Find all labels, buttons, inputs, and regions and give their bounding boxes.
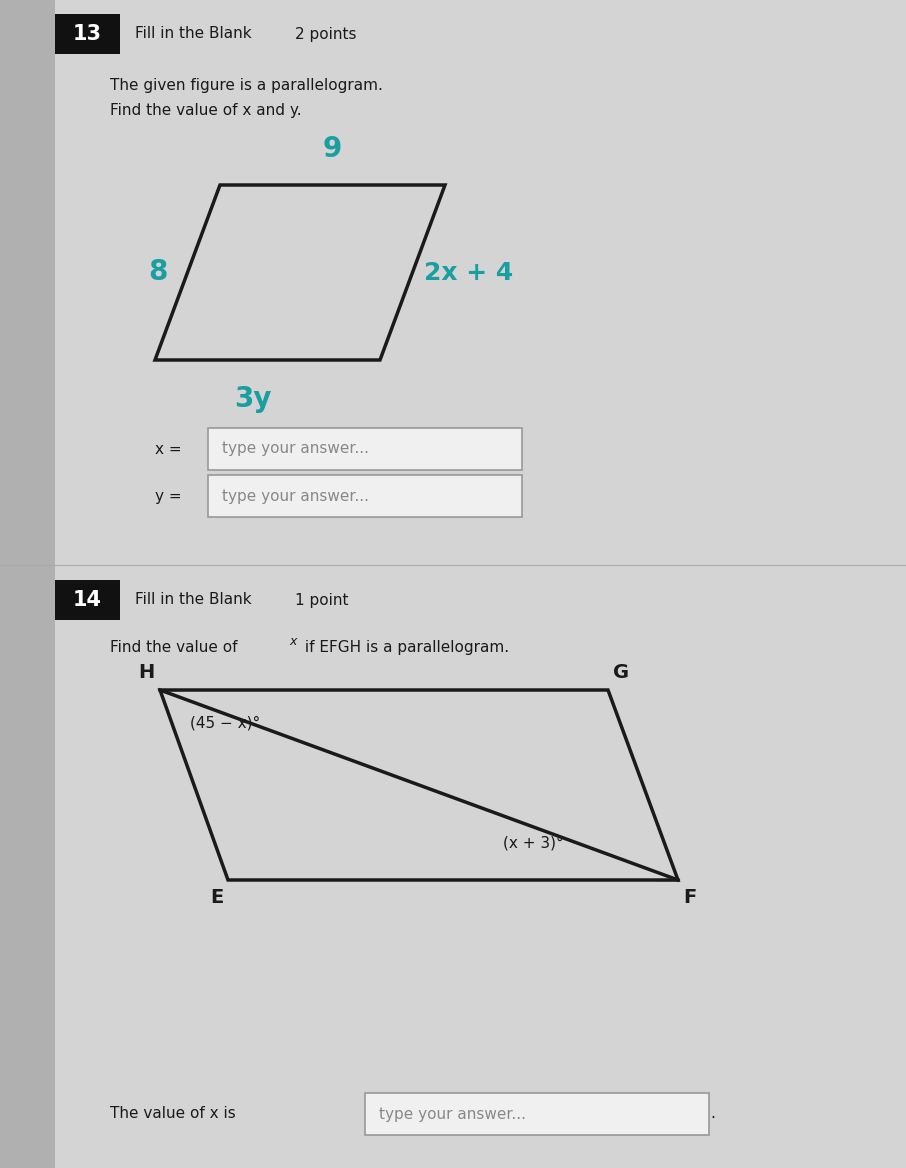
FancyBboxPatch shape xyxy=(208,475,522,517)
Text: (45 − x)°: (45 − x)° xyxy=(190,715,260,730)
Text: x =: x = xyxy=(155,442,181,457)
Text: y =: y = xyxy=(155,488,181,503)
Text: 8: 8 xyxy=(148,258,168,286)
Text: type your answer...: type your answer... xyxy=(379,1106,526,1121)
FancyBboxPatch shape xyxy=(0,0,55,1168)
Text: if EFGH is a parallelogram.: if EFGH is a parallelogram. xyxy=(300,640,509,655)
Text: 2 points: 2 points xyxy=(295,27,356,42)
Text: type your answer...: type your answer... xyxy=(222,442,369,457)
Text: 3y: 3y xyxy=(234,385,271,413)
FancyBboxPatch shape xyxy=(55,14,120,54)
Text: 13: 13 xyxy=(73,25,102,44)
FancyBboxPatch shape xyxy=(365,1093,709,1135)
Text: .: . xyxy=(710,1106,715,1121)
Text: type your answer...: type your answer... xyxy=(222,488,369,503)
FancyBboxPatch shape xyxy=(55,580,120,620)
Text: The value of x is: The value of x is xyxy=(110,1106,236,1121)
Text: 2x + 4: 2x + 4 xyxy=(425,260,514,285)
Text: H: H xyxy=(139,663,155,682)
FancyBboxPatch shape xyxy=(208,427,522,470)
Text: (x + 3)°: (x + 3)° xyxy=(503,835,564,850)
Text: F: F xyxy=(683,888,696,908)
Text: 14: 14 xyxy=(73,590,102,610)
Text: 1 point: 1 point xyxy=(295,592,349,607)
Text: E: E xyxy=(210,888,223,908)
Text: Find the value of x and y.: Find the value of x and y. xyxy=(110,103,302,118)
Text: x: x xyxy=(289,635,296,648)
Text: G: G xyxy=(613,663,629,682)
Text: 9: 9 xyxy=(323,135,342,164)
Text: The given figure is a parallelogram.: The given figure is a parallelogram. xyxy=(110,78,383,93)
Text: Fill in the Blank: Fill in the Blank xyxy=(135,27,252,42)
Text: Fill in the Blank: Fill in the Blank xyxy=(135,592,252,607)
Text: Find the value of: Find the value of xyxy=(110,640,243,655)
